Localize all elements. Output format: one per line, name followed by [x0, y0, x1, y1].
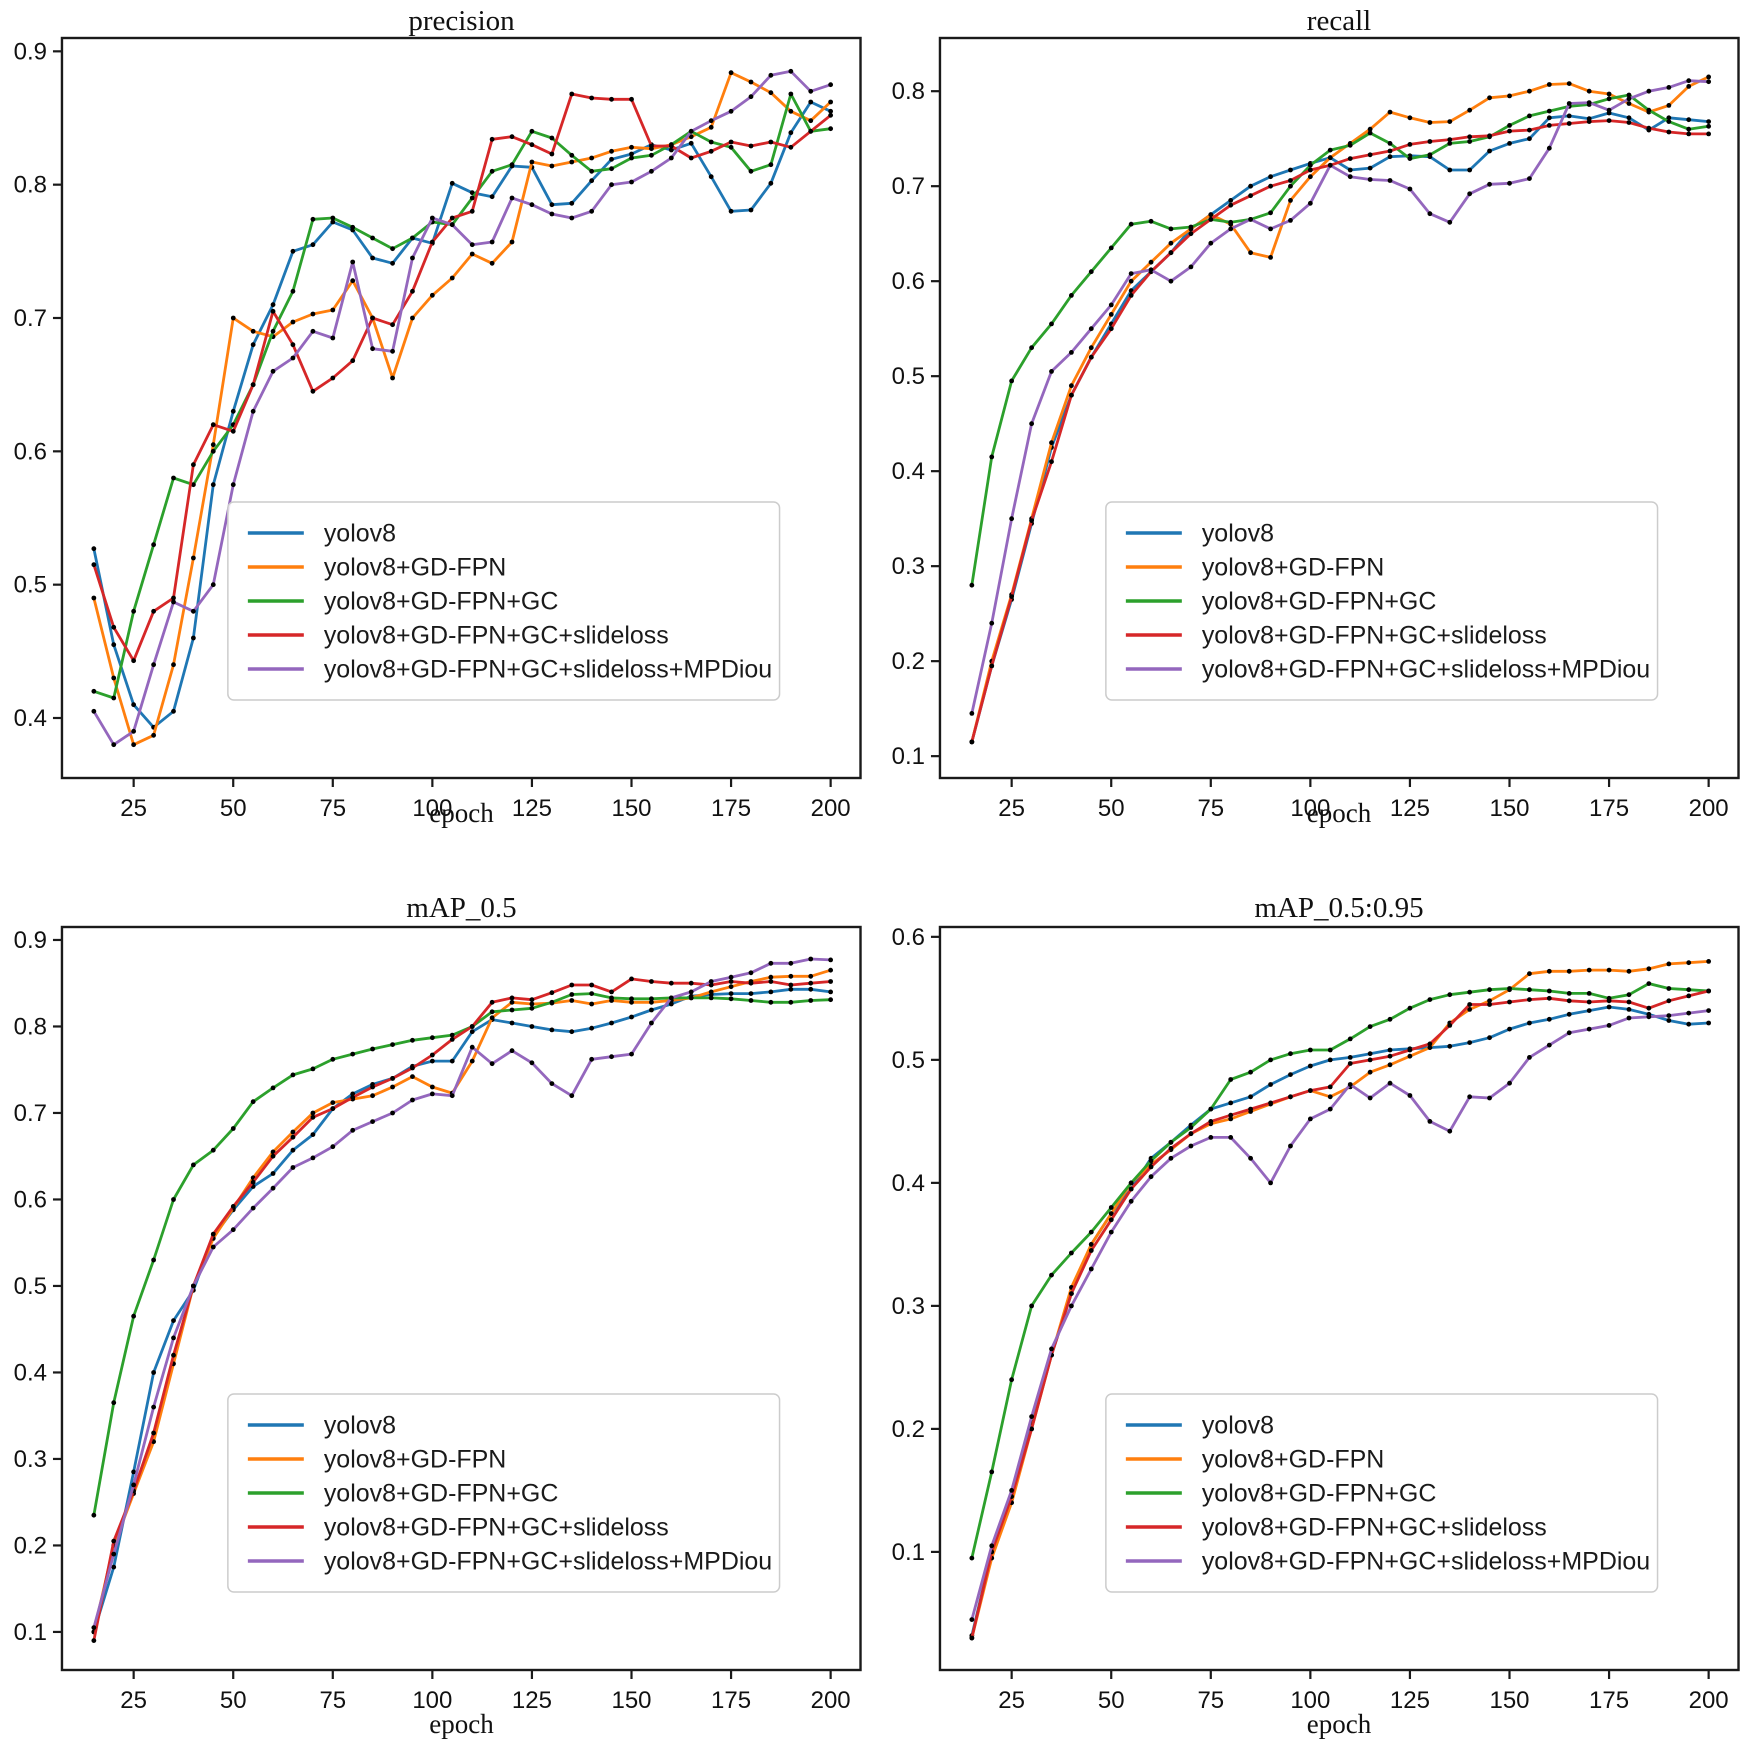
svg-text:0.6: 0.6 [891, 268, 924, 295]
svg-text:50: 50 [220, 1687, 247, 1714]
chart-panel-precision: 25 50 75 100 125 150 175 200 0.4 0.5 0.6 0.7 0.8 0.9 y… [0, 0, 878, 877]
svg-text:150: 150 [1489, 1687, 1529, 1714]
svg-text:0.6: 0.6 [891, 924, 924, 951]
svg-text:yolov8+GD-FPN+GC: yolov8+GD-FPN+GC [1201, 587, 1436, 615]
svg-text:50: 50 [1097, 1687, 1124, 1714]
svg-text:yolov8+GD-FPN+GC+slideloss+MPD: yolov8+GD-FPN+GC+slideloss+MPDiou [324, 1547, 772, 1575]
svg-text:75: 75 [1197, 795, 1224, 822]
map0595-line-chart: 25 50 75 100 125 150 175 200 0.1 0.2 0.3 0.4 0.5 0.6 y… [891, 924, 1740, 1714]
svg-text:yolov8+GD-FPN+GC+slideloss: yolov8+GD-FPN+GC+slideloss [324, 621, 669, 649]
svg-text:yolov8+GD-FPN+GC+slideloss: yolov8+GD-FPN+GC+slideloss [1201, 1513, 1546, 1541]
svg-text:100: 100 [1290, 1687, 1330, 1714]
svg-text:0.2: 0.2 [891, 1416, 924, 1443]
svg-text:yolov8+GD-FPN+GC+slideloss+MPD: yolov8+GD-FPN+GC+slideloss+MPDiou [1201, 1547, 1649, 1575]
svg-text:0.8: 0.8 [14, 172, 47, 199]
svg-text:yolov8: yolov8 [324, 519, 396, 547]
x-axis-label-map0595: epoch [1306, 1709, 1372, 1739]
svg-text:yolov8: yolov8 [1201, 1411, 1273, 1439]
svg-text:yolov8+GD-FPN+GC: yolov8+GD-FPN+GC [324, 1479, 559, 1507]
svg-text:200: 200 [811, 1687, 851, 1714]
svg-text:yolov8+GD-FPN: yolov8+GD-FPN [1201, 553, 1384, 581]
recall-line-chart: 25 50 75 100 125 150 175 200 0.1 0.2 0.3 0.4 0.5 0.6 0… [891, 36, 1740, 822]
svg-text:0.1: 0.1 [891, 1539, 924, 1566]
svg-text:0.3: 0.3 [891, 1293, 924, 1320]
svg-text:175: 175 [1589, 1687, 1629, 1714]
svg-text:0.4: 0.4 [14, 705, 47, 732]
svg-text:75: 75 [319, 795, 346, 822]
chart-title-map05: mAP_0.5 [406, 892, 517, 924]
chart-title-map0595: mAP_0.5:0.95 [1254, 892, 1424, 924]
svg-text:125: 125 [512, 795, 552, 822]
svg-text:25: 25 [120, 795, 147, 822]
svg-text:0.5: 0.5 [14, 572, 47, 599]
svg-text:175: 175 [711, 1687, 751, 1714]
svg-text:50: 50 [220, 795, 247, 822]
svg-text:75: 75 [1197, 1687, 1224, 1714]
svg-text:yolov8: yolov8 [324, 1411, 396, 1439]
svg-text:0.7: 0.7 [14, 305, 47, 332]
svg-text:0.9: 0.9 [14, 927, 47, 954]
svg-text:yolov8+GD-FPN+GC+slideloss: yolov8+GD-FPN+GC+slideloss [324, 1513, 669, 1541]
svg-text:yolov8+GD-FPN+GC: yolov8+GD-FPN+GC [324, 587, 559, 615]
svg-text:yolov8+GD-FPN+GC+slideloss: yolov8+GD-FPN+GC+slideloss [1201, 621, 1546, 649]
svg-text:yolov8+GD-FPN: yolov8+GD-FPN [324, 553, 507, 581]
svg-text:125: 125 [1389, 795, 1429, 822]
svg-text:100: 100 [412, 1687, 452, 1714]
svg-text:0.6: 0.6 [14, 1186, 47, 1213]
svg-text:150: 150 [611, 1687, 651, 1714]
svg-text:0.7: 0.7 [891, 173, 924, 200]
svg-text:25: 25 [120, 1687, 147, 1714]
svg-text:125: 125 [1389, 1687, 1429, 1714]
svg-text:0.1: 0.1 [14, 1619, 47, 1646]
svg-text:yolov8+GD-FPN: yolov8+GD-FPN [324, 1445, 507, 1473]
chart-panel-recall: 25 50 75 100 125 150 175 200 0.1 0.2 0.3 0.4 0.5 0.6 0… [878, 0, 1755, 877]
svg-text:125: 125 [512, 1687, 552, 1714]
x-axis-label-recall: epoch [1306, 798, 1372, 828]
svg-text:100: 100 [1290, 795, 1330, 822]
svg-text:0.6: 0.6 [14, 438, 47, 465]
svg-text:yolov8: yolov8 [1201, 519, 1273, 547]
svg-text:0.4: 0.4 [891, 458, 924, 485]
svg-text:0.3: 0.3 [891, 553, 924, 580]
svg-text:yolov8+GD-FPN+GC+slideloss+MPD: yolov8+GD-FPN+GC+slideloss+MPDiou [324, 655, 772, 683]
chart-title-precision: precision [408, 5, 515, 37]
svg-text:0.8: 0.8 [14, 1013, 47, 1040]
svg-text:25: 25 [998, 795, 1025, 822]
svg-text:0.1: 0.1 [891, 743, 924, 770]
svg-text:150: 150 [611, 795, 651, 822]
chart-panel-map05: 25 50 75 100 125 150 175 200 0.1 0.2 0.3 0.4 0.5 0.6 0… [0, 877, 878, 1754]
svg-text:0.3: 0.3 [14, 1446, 47, 1473]
svg-text:0.4: 0.4 [891, 1170, 924, 1197]
x-axis-label-map05: epoch [429, 1709, 494, 1739]
svg-text:0.4: 0.4 [14, 1359, 47, 1386]
chart-title-recall: recall [1306, 5, 1372, 37]
svg-text:0.9: 0.9 [14, 38, 47, 65]
chart-panel-map0595: 25 50 75 100 125 150 175 200 0.1 0.2 0.3 0.4 0.5 0.6 y… [878, 877, 1755, 1754]
svg-text:0.7: 0.7 [14, 1100, 47, 1127]
svg-text:50: 50 [1097, 795, 1124, 822]
svg-text:75: 75 [319, 1687, 346, 1714]
svg-text:0.5: 0.5 [891, 363, 924, 390]
svg-text:yolov8+GD-FPN: yolov8+GD-FPN [1201, 1445, 1384, 1473]
svg-text:yolov8+GD-FPN+GC: yolov8+GD-FPN+GC [1201, 1479, 1436, 1507]
svg-text:200: 200 [1688, 1687, 1728, 1714]
svg-text:0.2: 0.2 [14, 1532, 47, 1559]
svg-text:0.5: 0.5 [14, 1273, 47, 1300]
svg-text:0.8: 0.8 [891, 78, 924, 105]
svg-text:100: 100 [412, 795, 452, 822]
precision-line-chart: 25 50 75 100 125 150 175 200 0.4 0.5 0.6 0.7 0.8 0.9 y… [14, 36, 862, 822]
svg-text:200: 200 [811, 795, 851, 822]
x-axis-label-precision: epoch [429, 798, 494, 828]
svg-text:0.2: 0.2 [891, 648, 924, 675]
svg-text:yolov8+GD-FPN+GC+slideloss+MPD: yolov8+GD-FPN+GC+slideloss+MPDiou [1201, 655, 1649, 683]
svg-text:175: 175 [711, 795, 751, 822]
svg-text:175: 175 [1589, 795, 1629, 822]
svg-text:200: 200 [1688, 795, 1728, 822]
svg-text:0.5: 0.5 [891, 1047, 924, 1074]
svg-text:150: 150 [1489, 795, 1529, 822]
map05-line-chart: 25 50 75 100 125 150 175 200 0.1 0.2 0.3 0.4 0.5 0.6 0… [14, 925, 862, 1714]
svg-text:25: 25 [998, 1687, 1025, 1714]
